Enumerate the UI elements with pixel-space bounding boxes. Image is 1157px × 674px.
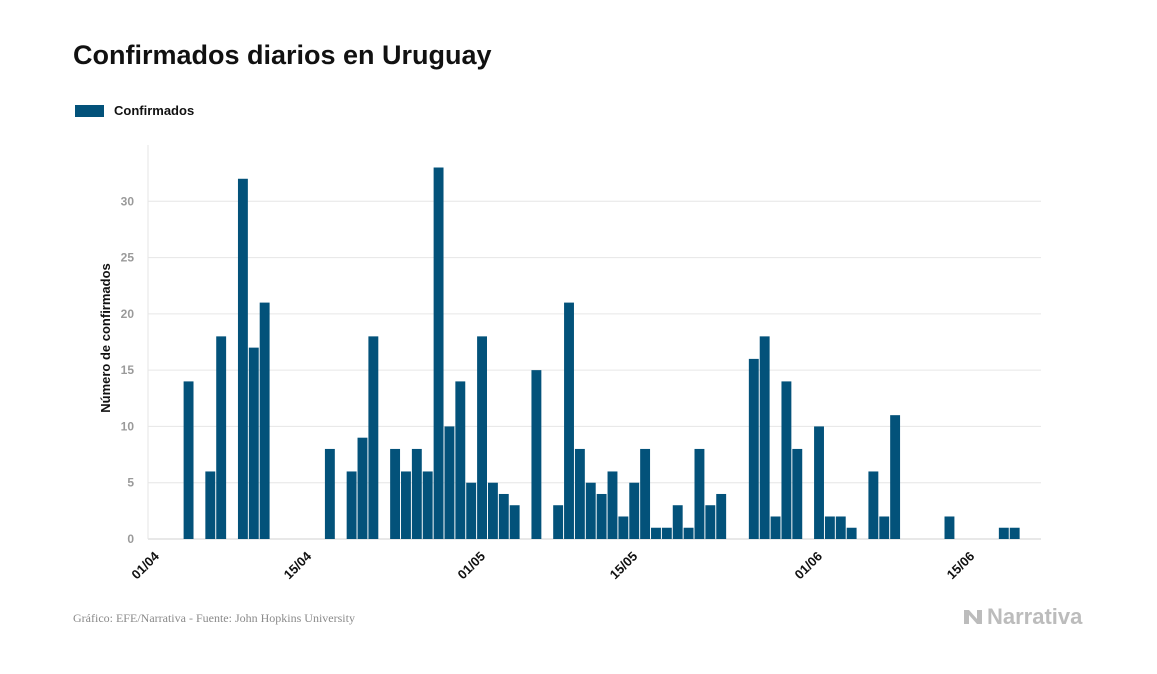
bar <box>661 527 672 539</box>
bar <box>553 505 564 539</box>
bar <box>390 448 401 539</box>
legend-swatch-confirmados <box>75 104 104 117</box>
bar <box>759 336 770 539</box>
bar <box>683 527 694 539</box>
bar <box>618 516 629 539</box>
bar <box>944 516 955 539</box>
y-tick-label: 25 <box>121 251 135 265</box>
bar <box>1009 527 1020 539</box>
bar <box>433 167 444 539</box>
bar <box>357 437 368 539</box>
bar <box>607 471 618 539</box>
brand-logo: Narrativa <box>963 604 1082 630</box>
bar <box>466 482 477 539</box>
bar <box>259 302 270 539</box>
x-tick-label: 15/06 <box>944 549 978 583</box>
x-tick-label: 01/04 <box>128 548 162 582</box>
bar <box>183 381 194 539</box>
y-tick-label: 10 <box>121 419 135 433</box>
bar <box>422 471 433 539</box>
y-axis-ticks: 0 5 10 15 20 25 30 <box>121 194 135 546</box>
bar <box>531 370 542 539</box>
bar <box>716 493 727 539</box>
bar <box>868 471 879 539</box>
bar <box>998 527 1009 539</box>
narrativa-logo-icon <box>964 610 982 624</box>
y-tick-label: 5 <box>127 476 134 490</box>
bars <box>183 167 1020 539</box>
bar <box>596 493 607 539</box>
bar <box>792 448 803 539</box>
bar <box>694 448 705 539</box>
y-tick-label: 20 <box>121 307 135 321</box>
bar <box>846 527 857 539</box>
bar <box>401 471 411 539</box>
bar <box>509 505 520 539</box>
bar <box>640 448 651 539</box>
x-tick-label: 15/05 <box>607 549 641 583</box>
bar <box>672 505 683 539</box>
bar <box>564 302 574 539</box>
bar <box>629 482 640 539</box>
chart-title: Confirmados diarios en Uruguay <box>73 40 492 70</box>
bar <box>455 381 466 539</box>
bar <box>205 471 216 539</box>
bar <box>411 448 422 539</box>
bar <box>487 482 498 539</box>
bar <box>574 448 585 539</box>
bar <box>824 516 835 539</box>
bar <box>346 471 357 539</box>
bar <box>498 493 509 539</box>
source-credit: Gráfico: EFE/Narrativa - Fuente: John Ho… <box>73 611 355 625</box>
x-tick-label: 01/05 <box>455 549 489 583</box>
legend-label-confirmados: Confirmados <box>114 103 195 118</box>
bar <box>770 516 781 539</box>
legend: Confirmados <box>75 103 194 118</box>
bar <box>781 381 792 539</box>
bar <box>477 336 487 539</box>
bar-chart: 0 5 10 15 20 25 30 01/04 15/04 01/05 15/05 01/06 15… <box>98 145 1041 582</box>
bar <box>324 448 335 539</box>
x-tick-label: 15/04 <box>281 548 315 582</box>
bar <box>879 516 890 539</box>
bar <box>748 358 759 539</box>
x-tick-label: 01/06 <box>792 549 826 583</box>
bar <box>248 347 259 539</box>
bar <box>237 178 248 539</box>
bar <box>814 426 824 539</box>
bar <box>368 336 379 539</box>
bar <box>444 426 455 539</box>
y-tick-label: 15 <box>121 363 135 377</box>
brand-name: Narrativa <box>987 604 1083 629</box>
x-axis-ticks: 01/04 15/04 01/05 15/05 01/06 15/06 <box>128 548 977 582</box>
bar <box>651 527 661 539</box>
bar <box>585 482 596 539</box>
bar <box>890 415 901 539</box>
bar <box>216 336 227 539</box>
bar <box>705 505 716 539</box>
y-axis-label: Número de confirmados <box>98 263 113 413</box>
y-tick-label: 30 <box>121 194 135 208</box>
gridlines <box>147 145 1041 540</box>
y-tick-label: 0 <box>127 532 134 546</box>
bar <box>835 516 846 539</box>
